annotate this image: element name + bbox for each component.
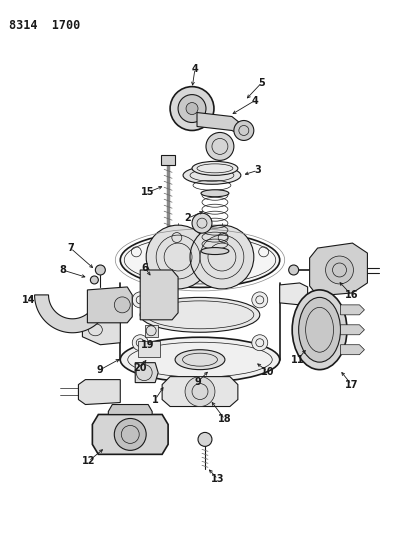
Polygon shape xyxy=(93,415,168,454)
Circle shape xyxy=(206,133,234,160)
Circle shape xyxy=(192,213,212,233)
Polygon shape xyxy=(138,341,160,357)
Circle shape xyxy=(95,265,105,275)
Text: 17: 17 xyxy=(345,379,358,390)
Ellipse shape xyxy=(299,297,340,362)
Ellipse shape xyxy=(192,161,238,175)
Circle shape xyxy=(170,87,214,131)
Text: 9: 9 xyxy=(97,365,104,375)
Polygon shape xyxy=(87,287,132,323)
Text: 8314  1700: 8314 1700 xyxy=(9,19,80,32)
Ellipse shape xyxy=(140,297,260,332)
Polygon shape xyxy=(280,283,308,305)
Circle shape xyxy=(114,418,146,450)
Ellipse shape xyxy=(120,337,280,382)
Ellipse shape xyxy=(292,290,347,370)
Ellipse shape xyxy=(201,247,229,255)
Text: 4: 4 xyxy=(251,95,258,106)
Text: 18: 18 xyxy=(218,415,232,424)
Text: 13: 13 xyxy=(211,474,225,484)
Ellipse shape xyxy=(183,166,241,184)
Circle shape xyxy=(132,335,148,351)
Text: 14: 14 xyxy=(22,295,36,305)
Circle shape xyxy=(91,276,98,284)
Ellipse shape xyxy=(201,190,229,197)
Text: 9: 9 xyxy=(195,377,201,386)
Polygon shape xyxy=(340,345,364,354)
Polygon shape xyxy=(340,325,364,335)
Text: 1: 1 xyxy=(152,394,158,405)
Polygon shape xyxy=(162,377,238,407)
Text: 20: 20 xyxy=(133,362,147,373)
Text: 5: 5 xyxy=(259,78,265,87)
Circle shape xyxy=(178,94,206,123)
Circle shape xyxy=(114,297,130,313)
Text: 16: 16 xyxy=(345,290,358,300)
Text: 19: 19 xyxy=(141,340,155,350)
Text: 8: 8 xyxy=(59,265,66,275)
Polygon shape xyxy=(35,295,110,333)
Circle shape xyxy=(185,377,215,407)
Polygon shape xyxy=(145,325,158,337)
Polygon shape xyxy=(310,243,367,296)
Circle shape xyxy=(190,225,254,289)
Ellipse shape xyxy=(120,232,280,287)
Circle shape xyxy=(234,120,254,140)
Polygon shape xyxy=(83,315,120,345)
Text: 6: 6 xyxy=(142,263,148,273)
Text: 15: 15 xyxy=(141,187,155,197)
Text: 12: 12 xyxy=(82,456,95,466)
Circle shape xyxy=(289,265,299,275)
Circle shape xyxy=(252,335,268,351)
Circle shape xyxy=(198,432,212,446)
Ellipse shape xyxy=(175,350,225,370)
Text: 11: 11 xyxy=(291,354,304,365)
Polygon shape xyxy=(79,379,120,405)
Text: 7: 7 xyxy=(67,243,74,253)
Text: 4: 4 xyxy=(192,63,198,74)
Polygon shape xyxy=(197,112,247,136)
Circle shape xyxy=(326,256,354,284)
Text: 3: 3 xyxy=(255,165,261,175)
Circle shape xyxy=(132,292,148,308)
Polygon shape xyxy=(140,270,178,320)
Circle shape xyxy=(186,102,198,115)
Circle shape xyxy=(146,225,210,289)
Circle shape xyxy=(252,292,268,308)
Text: 10: 10 xyxy=(261,367,275,377)
Text: 2: 2 xyxy=(185,213,192,223)
Polygon shape xyxy=(108,405,152,415)
Polygon shape xyxy=(340,305,364,315)
Polygon shape xyxy=(161,156,175,165)
Polygon shape xyxy=(135,362,158,383)
